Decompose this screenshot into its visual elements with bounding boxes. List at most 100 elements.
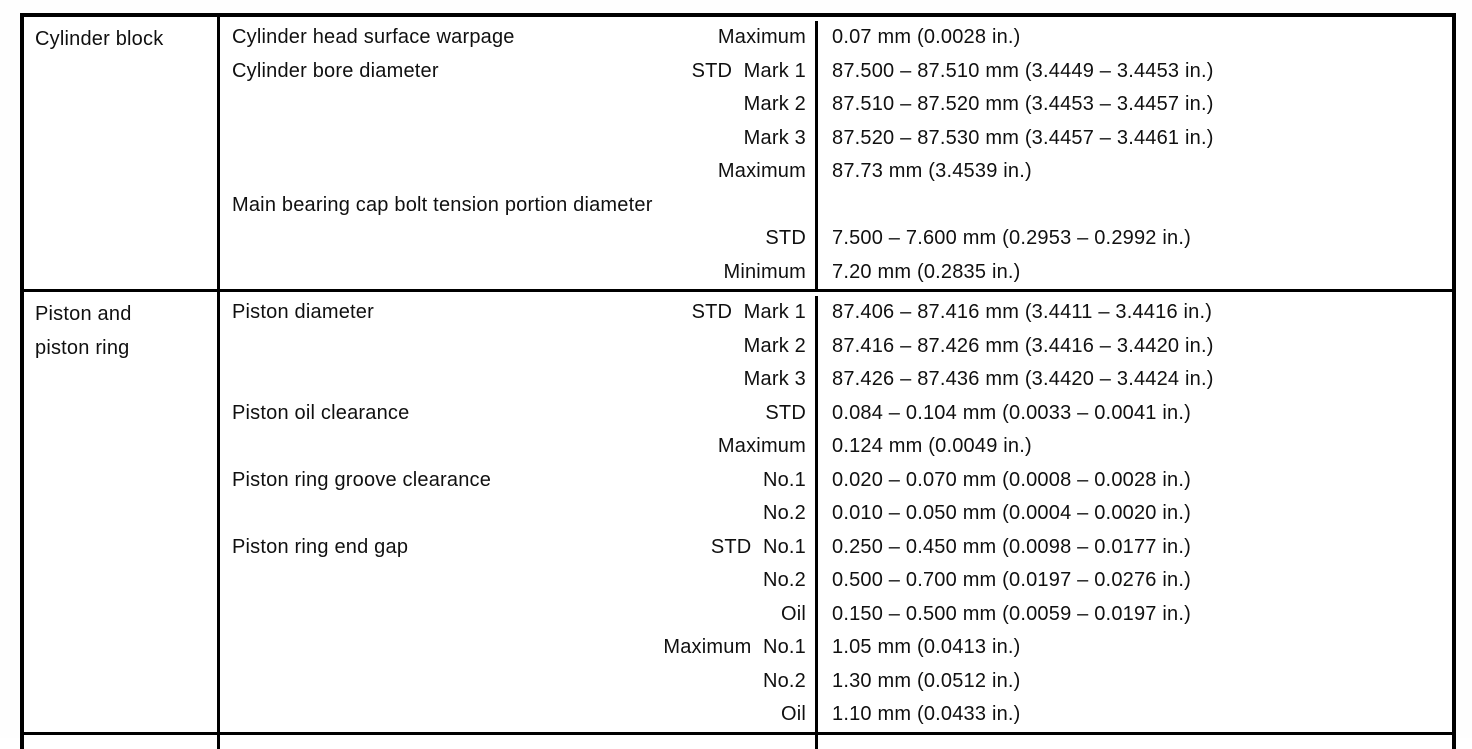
table-row: Piston ring end gap STD No.1 0.250 – 0.4… (220, 530, 1452, 565)
spec-cell: No.2 (220, 497, 815, 531)
component-cell: Cylinder block (24, 17, 220, 289)
spec-value: 7.500 – 7.600 mm (0.2953 – 0.2992 in.) (815, 222, 1452, 256)
table-row: STD 7.500 – 7.600 mm (0.2953 – 0.2992 in… (220, 222, 1452, 256)
engine-specifications-table: Cylinder block Cylinder head surface war… (20, 13, 1456, 749)
spec-cell: Mark 2 (220, 330, 815, 364)
spec-value: 1.05 mm (0.0413 in.) (815, 631, 1452, 665)
spec-cell: No.2 (220, 665, 815, 699)
table-row: Mark 2 87.416 – 87.426 mm (3.4416 – 3.44… (220, 329, 1452, 364)
spec-value: 0.150 – 0.500 mm (0.0059 – 0.0197 in.) (815, 597, 1452, 631)
table-row: Oil 0.150 – 0.500 mm (0.0059 – 0.0197 in… (220, 597, 1452, 632)
spec-qualifier: Oil (780, 602, 806, 625)
spec-value: 1.10 mm (0.0433 in.) (815, 698, 1452, 732)
spec-value (815, 188, 1452, 222)
section-rows: Piston diameter STD Mark 1 87.406 – 87.4… (220, 292, 1452, 732)
spec-cell: Piston ring end gap STD No.1 (220, 531, 815, 565)
spec-cell: STD (220, 222, 815, 256)
spec-value: 7.20 mm (0.2835 in.) (815, 255, 1452, 289)
section-rows: Cylinder head surface warpage Maximum 0.… (220, 17, 1452, 289)
table-row: Maximum 87.73 mm (3.4539 in.) (220, 155, 1452, 189)
spec-qualifier: Maximum No.1 (663, 636, 806, 659)
table-row: Cylinder head surface warpage Maximum 0.… (220, 21, 1452, 55)
spec-item: Piston oil clearance (232, 401, 410, 424)
table-row: Piston oil clearance STD 0.084 – 0.104 m… (220, 396, 1452, 431)
spec-cell: Main bearing cap bolt tension portion di… (220, 189, 815, 223)
spec-qualifier: No.2 (762, 669, 806, 692)
spec-cell (220, 735, 815, 749)
spec-value: 87.406 – 87.416 mm (3.4411 – 3.4416 in.) (815, 296, 1452, 330)
spec-qualifier: Mark 3 (743, 368, 806, 391)
spec-qualifier: No.1 (762, 468, 806, 491)
spec-qualifier: Mark 3 (743, 126, 806, 149)
spec-value: 87.520 – 87.530 mm (3.4457 – 3.4461 in.) (815, 121, 1452, 155)
table-row: Mark 2 87.510 – 87.520 mm (3.4453 – 3.44… (220, 88, 1452, 122)
spec-value: 0.084 – 0.104 mm (0.0033 – 0.0041 in.) (815, 396, 1452, 430)
spec-value: 0.010 – 0.050 mm (0.0004 – 0.0020 in.) (815, 497, 1452, 531)
spec-qualifier: STD (765, 227, 806, 250)
spec-cell: Mark 3 (220, 363, 815, 397)
spec-cell: Oil (220, 698, 815, 732)
component-cell: Piston and piston ring (24, 292, 220, 732)
spec-cell: No.2 (220, 564, 815, 598)
spec-value (815, 734, 1452, 749)
spec-value: 87.500 – 87.510 mm (3.4449 – 3.4453 in.) (815, 54, 1452, 88)
spec-item: Piston ring groove clearance (232, 468, 492, 491)
spec-value: 0.500 – 0.700 mm (0.0197 – 0.0276 in.) (815, 564, 1452, 598)
spec-cell: Cylinder bore diameter STD Mark 1 (220, 55, 815, 89)
spec-value: 87.416 – 87.426 mm (3.4416 – 3.4420 in.) (815, 329, 1452, 363)
table-row: Piston diameter STD Mark 1 87.406 – 87.4… (220, 296, 1452, 330)
spec-value: 1.30 mm (0.0512 in.) (815, 664, 1452, 698)
spec-item: Main bearing cap bolt tension portion di… (232, 193, 653, 216)
table-row: Cylinder bore diameter STD Mark 1 87.500… (220, 54, 1452, 89)
spec-value: 87.510 – 87.520 mm (3.4453 – 3.4457 in.) (815, 88, 1452, 122)
spec-qualifier: Oil (780, 703, 806, 726)
table-row: No.2 1.30 mm (0.0512 in.) (220, 664, 1452, 699)
spec-value: 0.124 mm (0.0049 in.) (815, 430, 1452, 464)
section-rows (220, 734, 1452, 749)
spec-item: Piston ring end gap (232, 535, 409, 558)
spec-qualifier: Minimum (723, 260, 806, 283)
spec-value: 87.73 mm (3.4539 in.) (815, 155, 1452, 189)
spec-qualifier: STD (765, 401, 806, 424)
table-row: Minimum 7.20 mm (0.2835 in.) (220, 255, 1452, 290)
spec-cell: Piston diameter STD Mark 1 (220, 296, 815, 330)
spec-item: Cylinder head surface warpage (232, 26, 515, 49)
table-row: Maximum 0.124 mm (0.0049 in.) (220, 430, 1452, 464)
spec-cell: Maximum (220, 155, 815, 189)
spec-cell: Piston ring groove clearance No.1 (220, 464, 815, 498)
component-cell (24, 734, 220, 749)
spec-qualifier: Mark 2 (743, 93, 806, 116)
spec-cell: Maximum (220, 430, 815, 464)
spec-qualifier: STD No.1 (710, 535, 806, 558)
table-row: Oil 1.10 mm (0.0433 in.) (220, 698, 1452, 732)
spec-qualifier: No.2 (762, 502, 806, 525)
spec-cell: Piston oil clearance STD (220, 397, 815, 431)
spec-item: Cylinder bore diameter (232, 59, 439, 82)
spec-qualifier: STD Mark 1 (691, 59, 806, 82)
spec-cell: Maximum No.1 (220, 631, 815, 665)
table-section-cylinder-block: Cylinder block Cylinder head surface war… (24, 17, 1452, 292)
spec-qualifier: STD Mark 1 (691, 301, 806, 324)
spec-cell: Oil (220, 598, 815, 632)
table-row: Mark 3 87.426 – 87.436 mm (3.4420 – 3.44… (220, 363, 1452, 397)
spec-value: 87.426 – 87.436 mm (3.4420 – 3.4424 in.) (815, 363, 1452, 397)
spec-value: 0.07 mm (0.0028 in.) (815, 21, 1452, 55)
spec-qualifier: Maximum (717, 435, 806, 458)
spec-qualifier: No.2 (762, 569, 806, 592)
table-row: No.2 0.500 – 0.700 mm (0.0197 – 0.0276 i… (220, 564, 1452, 598)
spec-value: 0.250 – 0.450 mm (0.0098 – 0.0177 in.) (815, 530, 1452, 564)
spec-value: 0.020 – 0.070 mm (0.0008 – 0.0028 in.) (815, 463, 1452, 497)
spec-item: Piston diameter (232, 301, 374, 324)
table-row: Maximum No.1 1.05 mm (0.0413 in.) (220, 631, 1452, 665)
spec-cell: Mark 3 (220, 122, 815, 156)
spec-cell: Minimum (220, 256, 815, 290)
spec-cell: Mark 2 (220, 88, 815, 122)
table-row: Mark 3 87.520 – 87.530 mm (3.4457 – 3.44… (220, 121, 1452, 156)
table-row: No.2 0.010 – 0.050 mm (0.0004 – 0.0020 i… (220, 497, 1452, 531)
table-section-piston-and-piston-ring: Piston and piston ring Piston diameter S… (24, 292, 1452, 735)
table-row: Main bearing cap bolt tension portion di… (220, 188, 1452, 223)
table-row (220, 734, 1452, 749)
spec-qualifier: Maximum (717, 26, 806, 49)
table-row: Piston ring groove clearance No.1 0.020 … (220, 463, 1452, 498)
